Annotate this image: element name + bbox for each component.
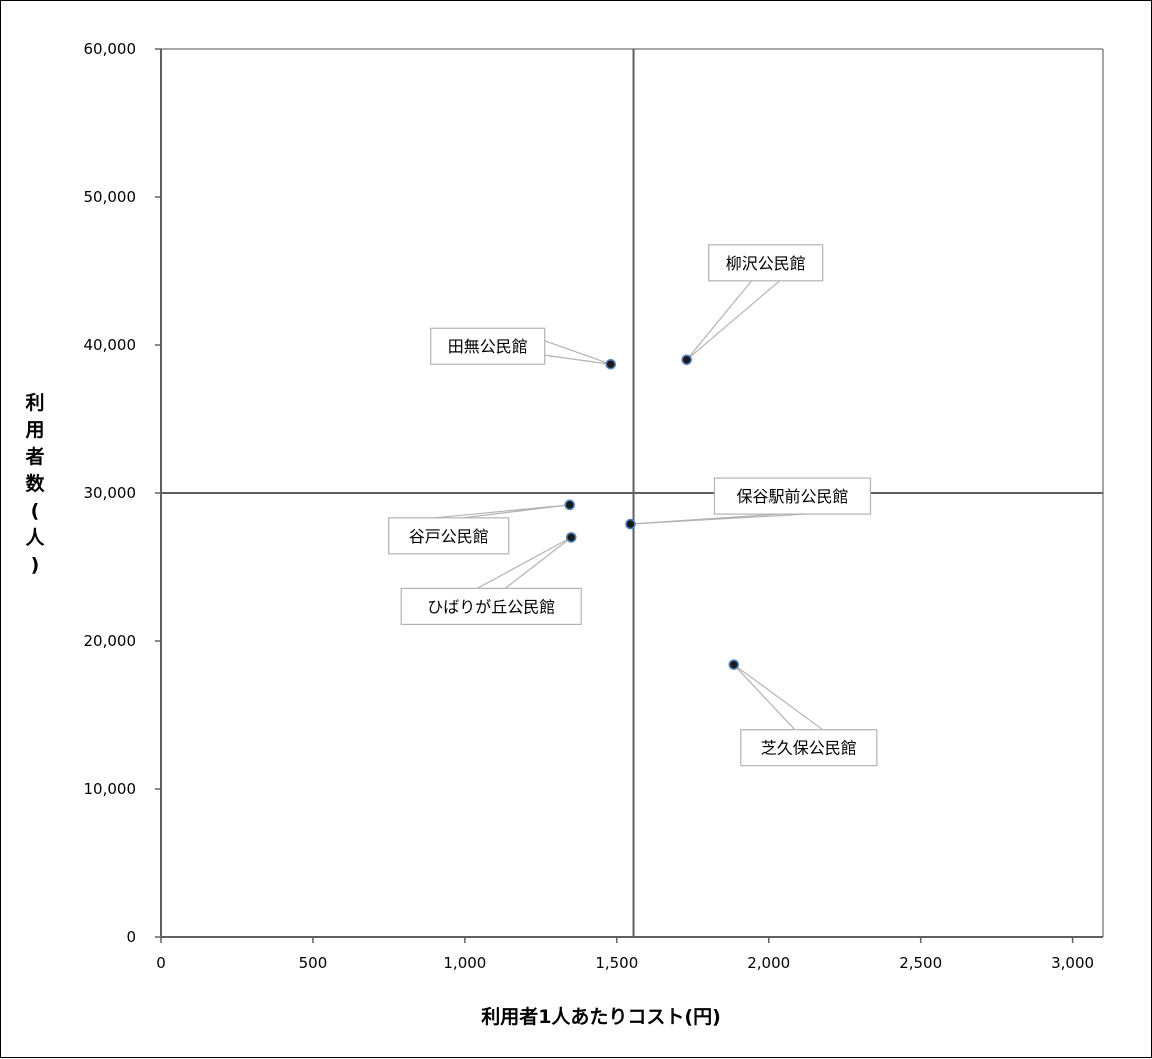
y-tick-label: 20,000 <box>84 632 137 650</box>
y-axis-title-char: 数 <box>25 472 45 495</box>
data-point <box>681 354 692 366</box>
y-axis-title-char: ( <box>31 500 40 522</box>
data-label: 田無公民館 <box>448 337 528 356</box>
y-axis-title-char: 用 <box>25 419 44 441</box>
data-point <box>605 358 617 370</box>
y-tick-label: 30,000 <box>84 484 137 502</box>
data-label-box <box>713 477 872 515</box>
data-label-box <box>708 244 824 282</box>
label-leader <box>630 513 807 525</box>
x-tick-label: 0 <box>156 954 166 972</box>
data-point <box>564 499 576 511</box>
data-point <box>625 518 636 530</box>
y-tick-label: 40,000 <box>84 336 137 354</box>
data-label: 芝久保公民館 <box>761 739 857 758</box>
data-point <box>728 659 740 670</box>
data-label: 柳沢公民館 <box>726 254 806 273</box>
x-tick-label: 3,000 <box>1051 954 1094 972</box>
y-axis-title-char: ) <box>31 554 40 576</box>
label-leader <box>733 664 824 731</box>
y-tick-label: 10,000 <box>84 780 137 798</box>
y-tick-label: 50,000 <box>84 188 137 206</box>
data-label-box <box>430 327 546 365</box>
x-tick-label: 1,000 <box>443 954 486 972</box>
y-tick-label: 60,000 <box>84 40 137 58</box>
label-leader <box>544 340 611 365</box>
x-tick-label: 2,500 <box>899 954 942 972</box>
x-tick-label: 500 <box>299 954 328 972</box>
label-leader <box>434 504 570 519</box>
y-axis-title-char: 者 <box>25 446 44 468</box>
data-label: 谷戸公民館 <box>409 527 489 546</box>
y-axis-title-char: 利 <box>25 392 44 414</box>
y-axis-title-char: 人 <box>25 527 45 549</box>
y-tick-label: 0 <box>126 928 136 946</box>
x-tick-label: 2,000 <box>747 954 790 972</box>
data-label: ひばりが丘公民館 <box>427 597 555 616</box>
x-axis-title: 利用者1人あたりコスト(円) <box>481 1006 721 1028</box>
data-point <box>565 532 577 543</box>
x-tick-label: 1,500 <box>595 954 638 972</box>
data-label-box <box>388 517 510 555</box>
data-label-box <box>400 587 582 626</box>
data-label-box <box>740 729 878 767</box>
data-label: 保谷駅前公民館 <box>736 487 848 506</box>
label-leader <box>686 280 781 361</box>
